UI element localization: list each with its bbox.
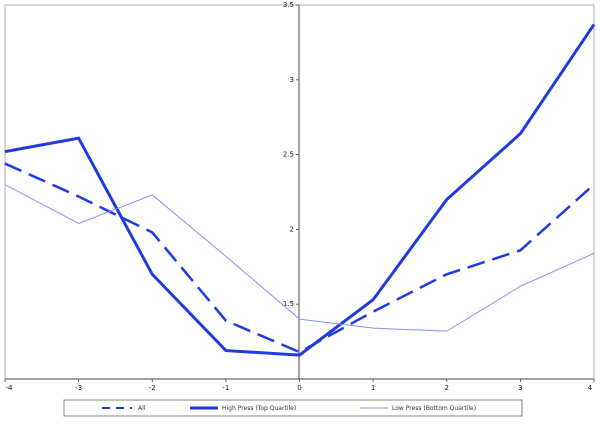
y-tick-label: 1.5 [283,300,294,308]
y-tick-label: 2.5 [283,151,294,159]
y-tick-label: 3 [290,76,294,84]
x-tick-group: -4 -3 -2 -1 0 1 2 3 4 [4,379,595,392]
y-tick-group: 1.5 2 2.5 3 3.5 [283,1,299,308]
y-tick-label: 2 [290,225,294,233]
legend: All High Press (Top Quartile) Low Press … [63,399,523,417]
x-tick-label: 3 [518,384,522,392]
series-line-0 [4,162,595,354]
x-tick-label: 2 [445,384,449,392]
legend-high-press-label: High Press (Top Quartile) [222,405,296,412]
y-tick-label: 3.5 [283,1,294,9]
legend-box [63,399,523,417]
x-tick-label: 1 [371,384,375,392]
series-line-1 [4,23,596,357]
series-group [4,23,596,357]
x-tick-label: -1 [222,384,229,392]
x-tick-label: 4 [588,384,593,392]
legend-low-press-label: Low Press (Bottom Quartile) [392,405,476,412]
x-tick-label: -4 [6,384,14,392]
x-tick-label: -3 [75,384,82,392]
legend-all-label: All [138,405,146,412]
series-line-2 [4,184,595,332]
x-tick-label: 0 [297,384,301,392]
x-tick-label: -2 [149,384,156,392]
